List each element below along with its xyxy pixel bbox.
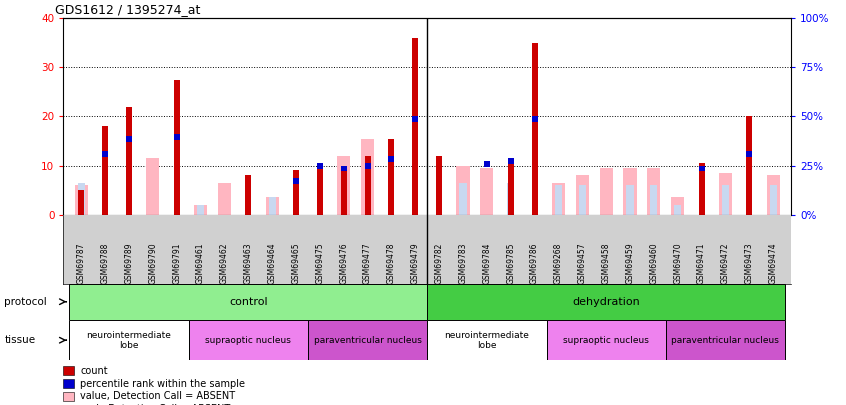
Bar <box>194 205 207 215</box>
Bar <box>308 320 427 360</box>
Text: control: control <box>229 297 267 307</box>
Bar <box>189 320 308 360</box>
Bar <box>293 171 299 215</box>
Text: supraoptic nucleus: supraoptic nucleus <box>206 336 291 345</box>
Bar <box>547 320 666 360</box>
Bar <box>126 136 132 142</box>
Bar <box>508 158 514 164</box>
Bar <box>507 183 514 215</box>
Bar <box>338 156 350 215</box>
Bar <box>624 168 636 215</box>
Bar <box>699 166 705 171</box>
Text: protocol: protocol <box>4 297 47 307</box>
Bar <box>74 185 88 215</box>
Bar <box>481 168 493 215</box>
Bar <box>459 183 467 215</box>
Text: neurointermediate
lobe: neurointermediate lobe <box>444 330 530 350</box>
Bar <box>719 173 732 215</box>
Text: paraventricular nucleus: paraventricular nucleus <box>672 336 779 345</box>
Text: count: count <box>80 366 108 375</box>
Bar <box>317 163 323 169</box>
Bar <box>79 190 85 215</box>
Bar <box>600 168 613 215</box>
Bar <box>317 163 323 215</box>
Bar <box>427 284 785 320</box>
Text: dehydration: dehydration <box>572 297 640 307</box>
Text: GDS1612 / 1395274_at: GDS1612 / 1395274_at <box>55 3 201 16</box>
Bar <box>427 320 547 360</box>
Text: percentile rank within the sample: percentile rank within the sample <box>80 379 245 388</box>
Bar <box>412 38 418 215</box>
Bar <box>197 205 204 215</box>
Bar <box>78 183 85 215</box>
Bar <box>671 198 684 215</box>
Bar <box>770 185 777 215</box>
Bar <box>626 185 634 215</box>
Text: neurointermediate
lobe: neurointermediate lobe <box>86 330 172 350</box>
Text: supraoptic nucleus: supraoptic nucleus <box>563 336 649 345</box>
Bar <box>531 117 537 122</box>
Bar <box>341 166 347 171</box>
Bar <box>365 156 371 215</box>
Bar <box>69 284 427 320</box>
Bar <box>218 183 231 215</box>
Bar <box>647 168 661 215</box>
Bar <box>102 126 108 215</box>
Bar <box>576 175 589 215</box>
Text: value, Detection Call = ABSENT: value, Detection Call = ABSENT <box>80 392 235 401</box>
Bar <box>484 161 490 166</box>
Bar <box>552 183 565 215</box>
Bar <box>412 117 418 122</box>
Bar <box>388 156 394 162</box>
Bar <box>266 198 278 215</box>
Bar <box>69 320 189 360</box>
Bar <box>126 107 132 215</box>
Bar <box>722 185 729 215</box>
Bar <box>361 139 374 215</box>
Bar <box>102 151 108 157</box>
Bar <box>674 205 681 215</box>
Bar <box>293 178 299 184</box>
Text: paraventricular nucleus: paraventricular nucleus <box>314 336 421 345</box>
Bar <box>437 156 442 215</box>
Bar <box>666 320 785 360</box>
Bar <box>268 198 276 215</box>
Bar <box>766 175 780 215</box>
Bar <box>579 185 586 215</box>
Bar <box>146 158 159 215</box>
Bar <box>245 175 251 215</box>
Text: tissue: tissue <box>4 335 36 345</box>
Bar <box>365 163 371 169</box>
Bar <box>746 151 752 157</box>
Bar <box>508 161 514 215</box>
Bar <box>555 185 562 215</box>
Bar <box>341 166 347 215</box>
Bar <box>531 43 537 215</box>
Bar <box>746 117 752 215</box>
Bar <box>173 134 179 139</box>
Bar <box>651 185 657 215</box>
Bar <box>388 139 394 215</box>
Bar <box>457 166 470 215</box>
Bar <box>699 163 705 215</box>
Bar <box>173 80 179 215</box>
